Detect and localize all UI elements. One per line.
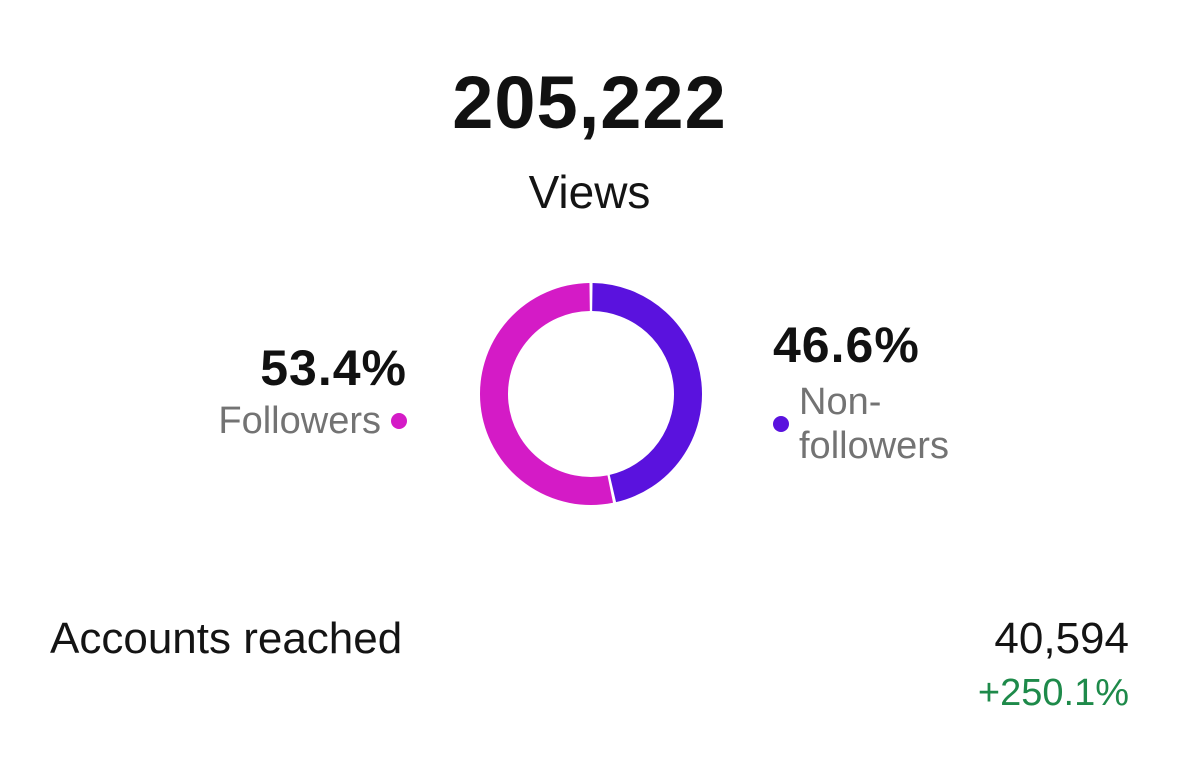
non-followers-segment (591, 283, 702, 503)
followers-legend-dot (391, 413, 407, 429)
followers-label: Followers (218, 400, 381, 442)
non-followers-label: Non-followers (799, 381, 949, 467)
followers-segment (480, 283, 613, 505)
accounts-reached-change: +250.1% (977, 672, 1129, 714)
accounts-reached-label: Accounts reached (50, 614, 403, 663)
audience-donut-chart (480, 283, 702, 505)
accounts-reached-value: 40,594 (994, 614, 1129, 663)
non-followers-legend-dot (773, 416, 789, 432)
non-followers-percent: 46.6% (773, 317, 920, 373)
followers-stat: 53.4% Followers (218, 337, 407, 443)
views-label: Views (528, 166, 651, 218)
followers-percent: 53.4% (260, 340, 407, 396)
views-total: 205,222 (452, 61, 727, 144)
non-followers-stat: Non-followers (773, 380, 999, 468)
